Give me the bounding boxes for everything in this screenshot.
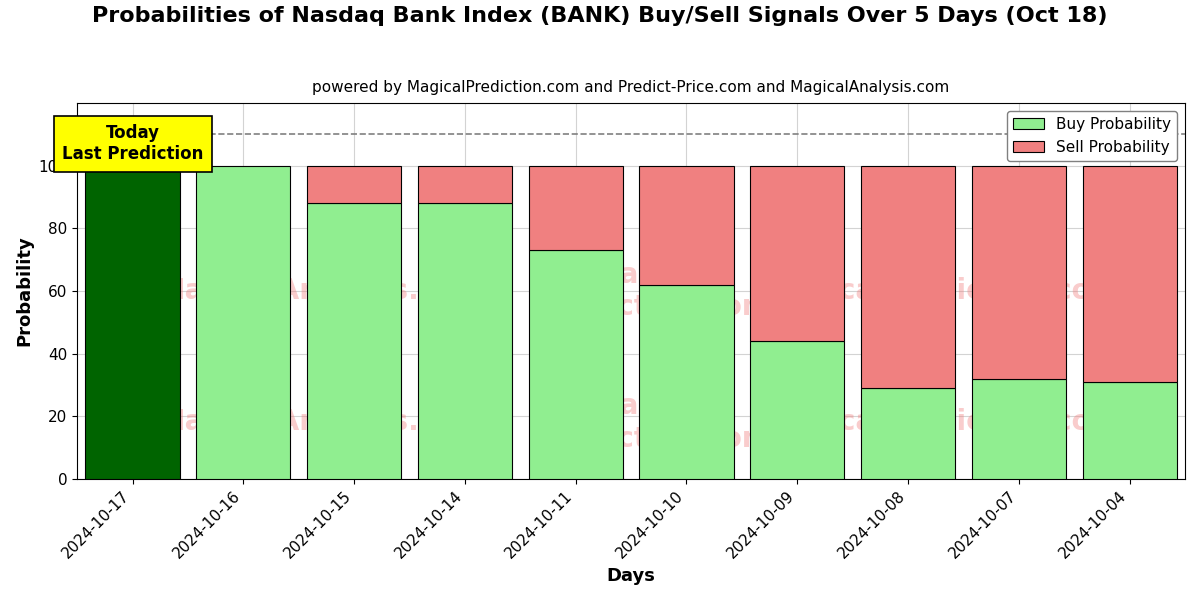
- Title: powered by MagicalPrediction.com and Predict-Price.com and MagicalAnalysis.com: powered by MagicalPrediction.com and Pre…: [312, 80, 949, 95]
- Y-axis label: Probability: Probability: [14, 236, 32, 346]
- Bar: [640, 166, 733, 284]
- X-axis label: Days: Days: [607, 567, 655, 585]
- Bar: [418, 166, 512, 203]
- Bar: [197, 166, 290, 479]
- Bar: [972, 379, 1066, 479]
- Text: MagicalAnalysis.com: MagicalAnalysis.com: [157, 409, 484, 436]
- Bar: [750, 166, 845, 341]
- Bar: [972, 166, 1066, 379]
- Bar: [85, 166, 180, 479]
- Bar: [1082, 166, 1177, 382]
- Bar: [529, 250, 623, 479]
- Text: Today
Last Prediction: Today Last Prediction: [62, 124, 203, 163]
- Text: MagicalPrediction.com: MagicalPrediction.com: [763, 277, 1120, 305]
- Bar: [750, 341, 845, 479]
- Bar: [860, 166, 955, 388]
- Bar: [1082, 382, 1177, 479]
- Bar: [860, 388, 955, 479]
- Text: MagicalPrediction.com: MagicalPrediction.com: [763, 409, 1120, 436]
- Text: Magical
Prediction.com: Magical Prediction.com: [535, 261, 772, 321]
- Bar: [307, 203, 401, 479]
- Bar: [529, 166, 623, 250]
- Bar: [307, 166, 401, 203]
- Text: Probabilities of Nasdaq Bank Index (BANK) Buy/Sell Signals Over 5 Days (Oct 18): Probabilities of Nasdaq Bank Index (BANK…: [92, 6, 1108, 26]
- Text: Magical
Prediction.com: Magical Prediction.com: [535, 392, 772, 452]
- Bar: [640, 284, 733, 479]
- Legend: Buy Probability, Sell Probability: Buy Probability, Sell Probability: [1007, 111, 1177, 161]
- Bar: [418, 203, 512, 479]
- Text: MagicalAnalysis.com: MagicalAnalysis.com: [157, 277, 484, 305]
